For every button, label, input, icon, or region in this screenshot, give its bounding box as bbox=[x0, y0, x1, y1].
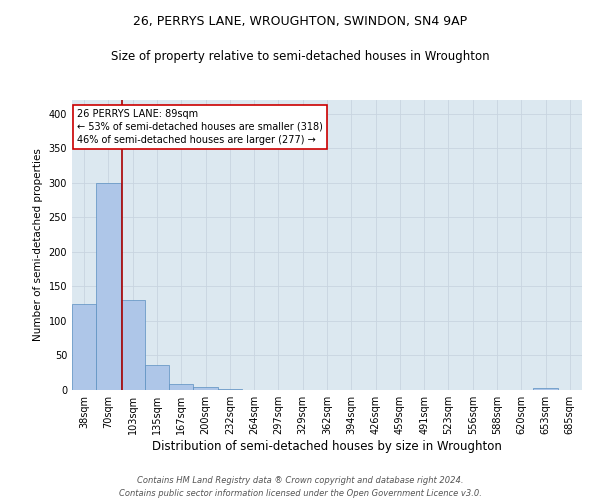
Bar bbox=[96, 183, 121, 390]
Y-axis label: Number of semi-detached properties: Number of semi-detached properties bbox=[33, 148, 43, 342]
Text: Size of property relative to semi-detached houses in Wroughton: Size of property relative to semi-detach… bbox=[110, 50, 490, 63]
Bar bbox=[72, 304, 96, 390]
Bar bbox=[533, 388, 558, 390]
Bar bbox=[145, 365, 169, 390]
Bar bbox=[218, 388, 242, 390]
Bar bbox=[121, 300, 145, 390]
Bar bbox=[193, 387, 218, 390]
Text: 26 PERRYS LANE: 89sqm
← 53% of semi-detached houses are smaller (318)
46% of sem: 26 PERRYS LANE: 89sqm ← 53% of semi-deta… bbox=[77, 108, 323, 145]
Text: 26, PERRYS LANE, WROUGHTON, SWINDON, SN4 9AP: 26, PERRYS LANE, WROUGHTON, SWINDON, SN4… bbox=[133, 15, 467, 28]
Bar bbox=[169, 384, 193, 390]
X-axis label: Distribution of semi-detached houses by size in Wroughton: Distribution of semi-detached houses by … bbox=[152, 440, 502, 453]
Text: Contains HM Land Registry data ® Crown copyright and database right 2024.
Contai: Contains HM Land Registry data ® Crown c… bbox=[119, 476, 481, 498]
